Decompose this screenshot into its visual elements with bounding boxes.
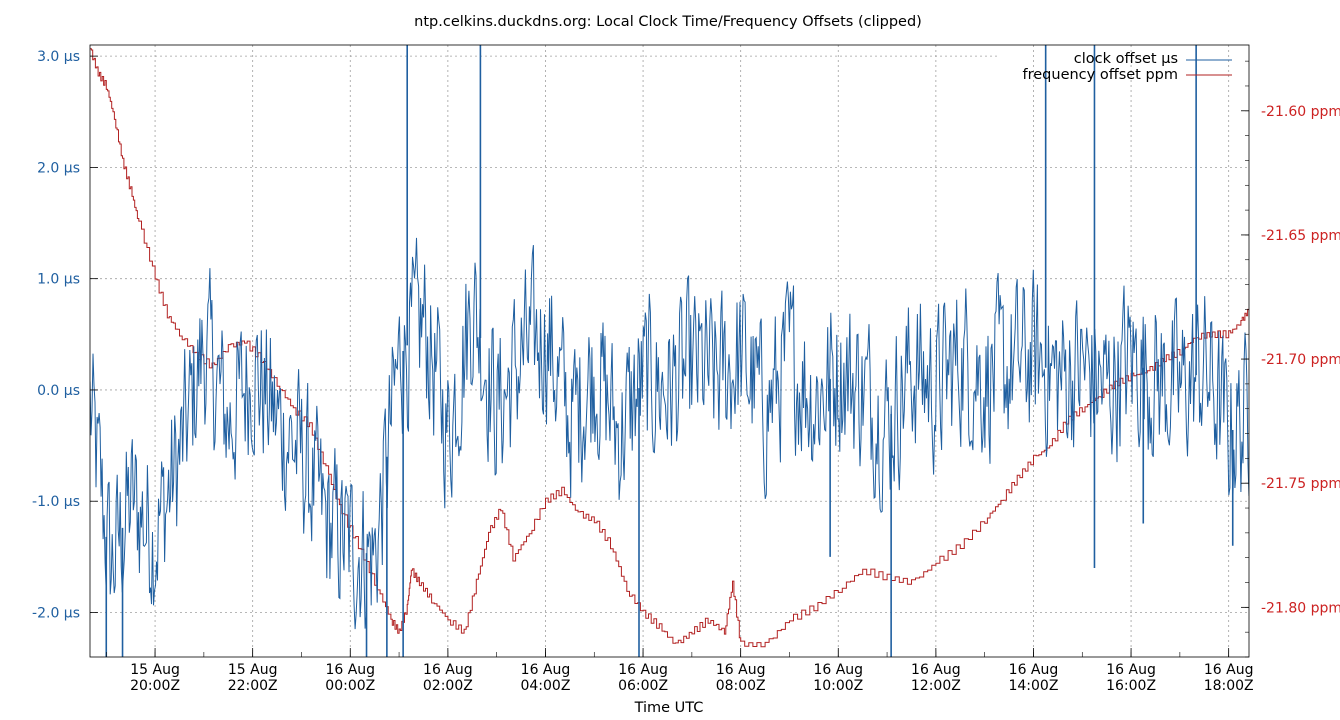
x-axis-label: Time UTC (634, 700, 704, 716)
x-tick-time: 10:00Z (813, 678, 863, 694)
x-tick-time: 06:00Z (618, 678, 668, 694)
x-tick-time: 08:00Z (716, 678, 766, 694)
chart-title: ntp.celkins.duckdns.org: Local Clock Tim… (414, 14, 922, 30)
y-right-tick-label: -21.70 ppm (1261, 352, 1340, 368)
y-left-tick-label: 2.0 µs (37, 160, 80, 176)
y-right-tick-label: -21.80 ppm (1261, 600, 1340, 616)
y-right-tick-label: -21.65 ppm (1261, 228, 1340, 244)
plot-frame (89, 44, 1250, 658)
x-tick-time: 22:00Z (228, 678, 278, 694)
x-tick-day: 16 Aug (618, 662, 668, 678)
y-left-tick-label: -1.0 µs (32, 494, 80, 510)
x-tick-day: 16 Aug (1204, 662, 1254, 678)
y-left-tick-label: 0.0 µs (37, 383, 80, 399)
x-tick-time: 18:00Z (1204, 678, 1254, 694)
y-right-tick-label: -21.75 ppm (1261, 476, 1340, 492)
plot-area (90, 45, 1249, 657)
y-left-tick-label: -2.0 µs (32, 605, 80, 621)
x-tick-day: 16 Aug (911, 662, 961, 678)
x-tick-day: 16 Aug (521, 662, 571, 678)
series-frequency-offset (90, 48, 1249, 648)
x-tick-time: 12:00Z (911, 678, 961, 694)
x-tick-time: 04:00Z (520, 678, 570, 694)
grid (90, 45, 1249, 657)
x-tick-day: 15 Aug (228, 662, 278, 678)
legend: clock offset µs frequency offset ppm (1023, 51, 1232, 83)
x-tick-day: 15 Aug (130, 662, 180, 678)
x-tick-time: 16:00Z (1106, 678, 1156, 694)
x-tick-day: 16 Aug (325, 662, 375, 678)
x-tick-day: 16 Aug (716, 662, 766, 678)
x-tick-day: 16 Aug (423, 662, 473, 678)
x-tick-time: 00:00Z (325, 678, 375, 694)
legend-label-clock-offset: clock offset µs (1074, 51, 1178, 67)
x-tick-day: 16 Aug (1106, 662, 1156, 678)
y-left-tick-label: 3.0 µs (37, 49, 80, 65)
x-tick-day: 16 Aug (813, 662, 863, 678)
x-tick-time: 20:00Z (130, 678, 180, 694)
axes: -2.0 µs -1.0 µs 0.0 µs 1.0 µs 2.0 µs 3.0 µs -2… (32, 44, 1340, 694)
y-right-tick-label: -21.60 ppm (1261, 104, 1340, 120)
series-clock-offset (90, 237, 1249, 630)
y-left-tick-label: 1.0 µs (37, 272, 80, 288)
x-tick-day: 16 Aug (1009, 662, 1059, 678)
x-tick-time: 14:00Z (1008, 678, 1058, 694)
legend-label-frequency-offset: frequency offset ppm (1023, 67, 1179, 83)
x-tick-time: 02:00Z (423, 678, 473, 694)
